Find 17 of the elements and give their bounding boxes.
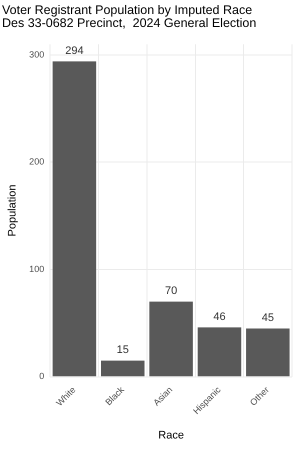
bar	[198, 327, 242, 376]
y-tick-label: 200	[29, 156, 44, 167]
data-label: 294	[65, 44, 84, 57]
bar	[149, 302, 193, 376]
data-label: 45	[262, 312, 274, 324]
data-label: 46	[213, 310, 226, 323]
data-label: 70	[164, 285, 178, 298]
data-label: 15	[116, 344, 129, 356]
x-axis-title: Race	[158, 429, 184, 442]
y-tick-label: 300	[29, 49, 44, 60]
y-tick-label: 0	[39, 371, 44, 382]
bar	[246, 328, 290, 376]
y-tick-label: 100	[29, 264, 44, 274]
chart-title: Voter Registrant Population by Imputed Race Des 33-0682 Precinct, 2024 General Election	[2, 3, 256, 30]
y-axis-title: Population	[6, 184, 19, 237]
bar	[52, 61, 96, 376]
bar	[100, 360, 145, 376]
